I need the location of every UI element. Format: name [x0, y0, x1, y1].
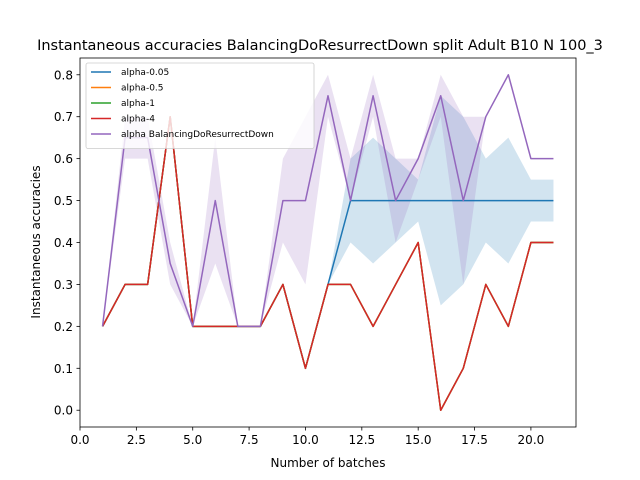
x-tick-label: 7.5	[240, 433, 259, 447]
x-tick-label: 0.0	[70, 433, 89, 447]
x-tick-label: 20.0	[518, 433, 545, 447]
legend: alpha-0.05 alpha-0.5 alpha-1 alpha-4 alpha B…	[85, 62, 315, 149]
y-tick-label: 0.7	[54, 110, 73, 124]
y-tick-label: 0.8	[54, 68, 73, 82]
legend-label-3: alpha-4	[121, 115, 155, 125]
x-tick-label: 5.0	[183, 433, 202, 447]
chart-title: Instantaneous accuracies BalancingDoResu…	[37, 38, 603, 54]
series-band-0	[102, 95, 554, 369]
x-tick-label: 15.0	[405, 433, 432, 447]
x-axis-label: Number of batches	[271, 456, 386, 470]
y-tick-label: 0.3	[54, 278, 73, 292]
y-tick-label: 0.4	[54, 236, 73, 250]
legend-label-4: alpha BalancingDoResurrectDown	[121, 130, 274, 140]
y-tick-label: 0.6	[54, 152, 73, 166]
y-tick-label: 0.5	[54, 194, 73, 208]
series-band-4	[102, 74, 554, 327]
plot-area: 0.0 2.5 5.0 7.5 10.0 12.5 15.0 17.5 20.0 0.0 0.1 0.…	[54, 57, 577, 447]
y-tick-label: 0.2	[54, 320, 73, 334]
y-tick-label: 0.1	[54, 362, 73, 376]
y-axis-label: Instantaneous accuracies	[29, 165, 43, 318]
x-tick-label: 2.5	[127, 433, 146, 447]
x-tick-label: 10.0	[292, 433, 319, 447]
x-tick-label: 17.5	[461, 433, 488, 447]
legend-label-1: alpha-0.5	[121, 84, 164, 94]
series-line-4	[101, 74, 554, 328]
series-line-3	[101, 115, 554, 411]
legend-box	[85, 62, 315, 149]
y-tick-label: 0.0	[54, 404, 73, 418]
legend-label-0: alpha-0.05	[121, 68, 169, 78]
legend-label-2: alpha-1	[121, 99, 155, 109]
x-tick-label: 12.5	[348, 433, 375, 447]
